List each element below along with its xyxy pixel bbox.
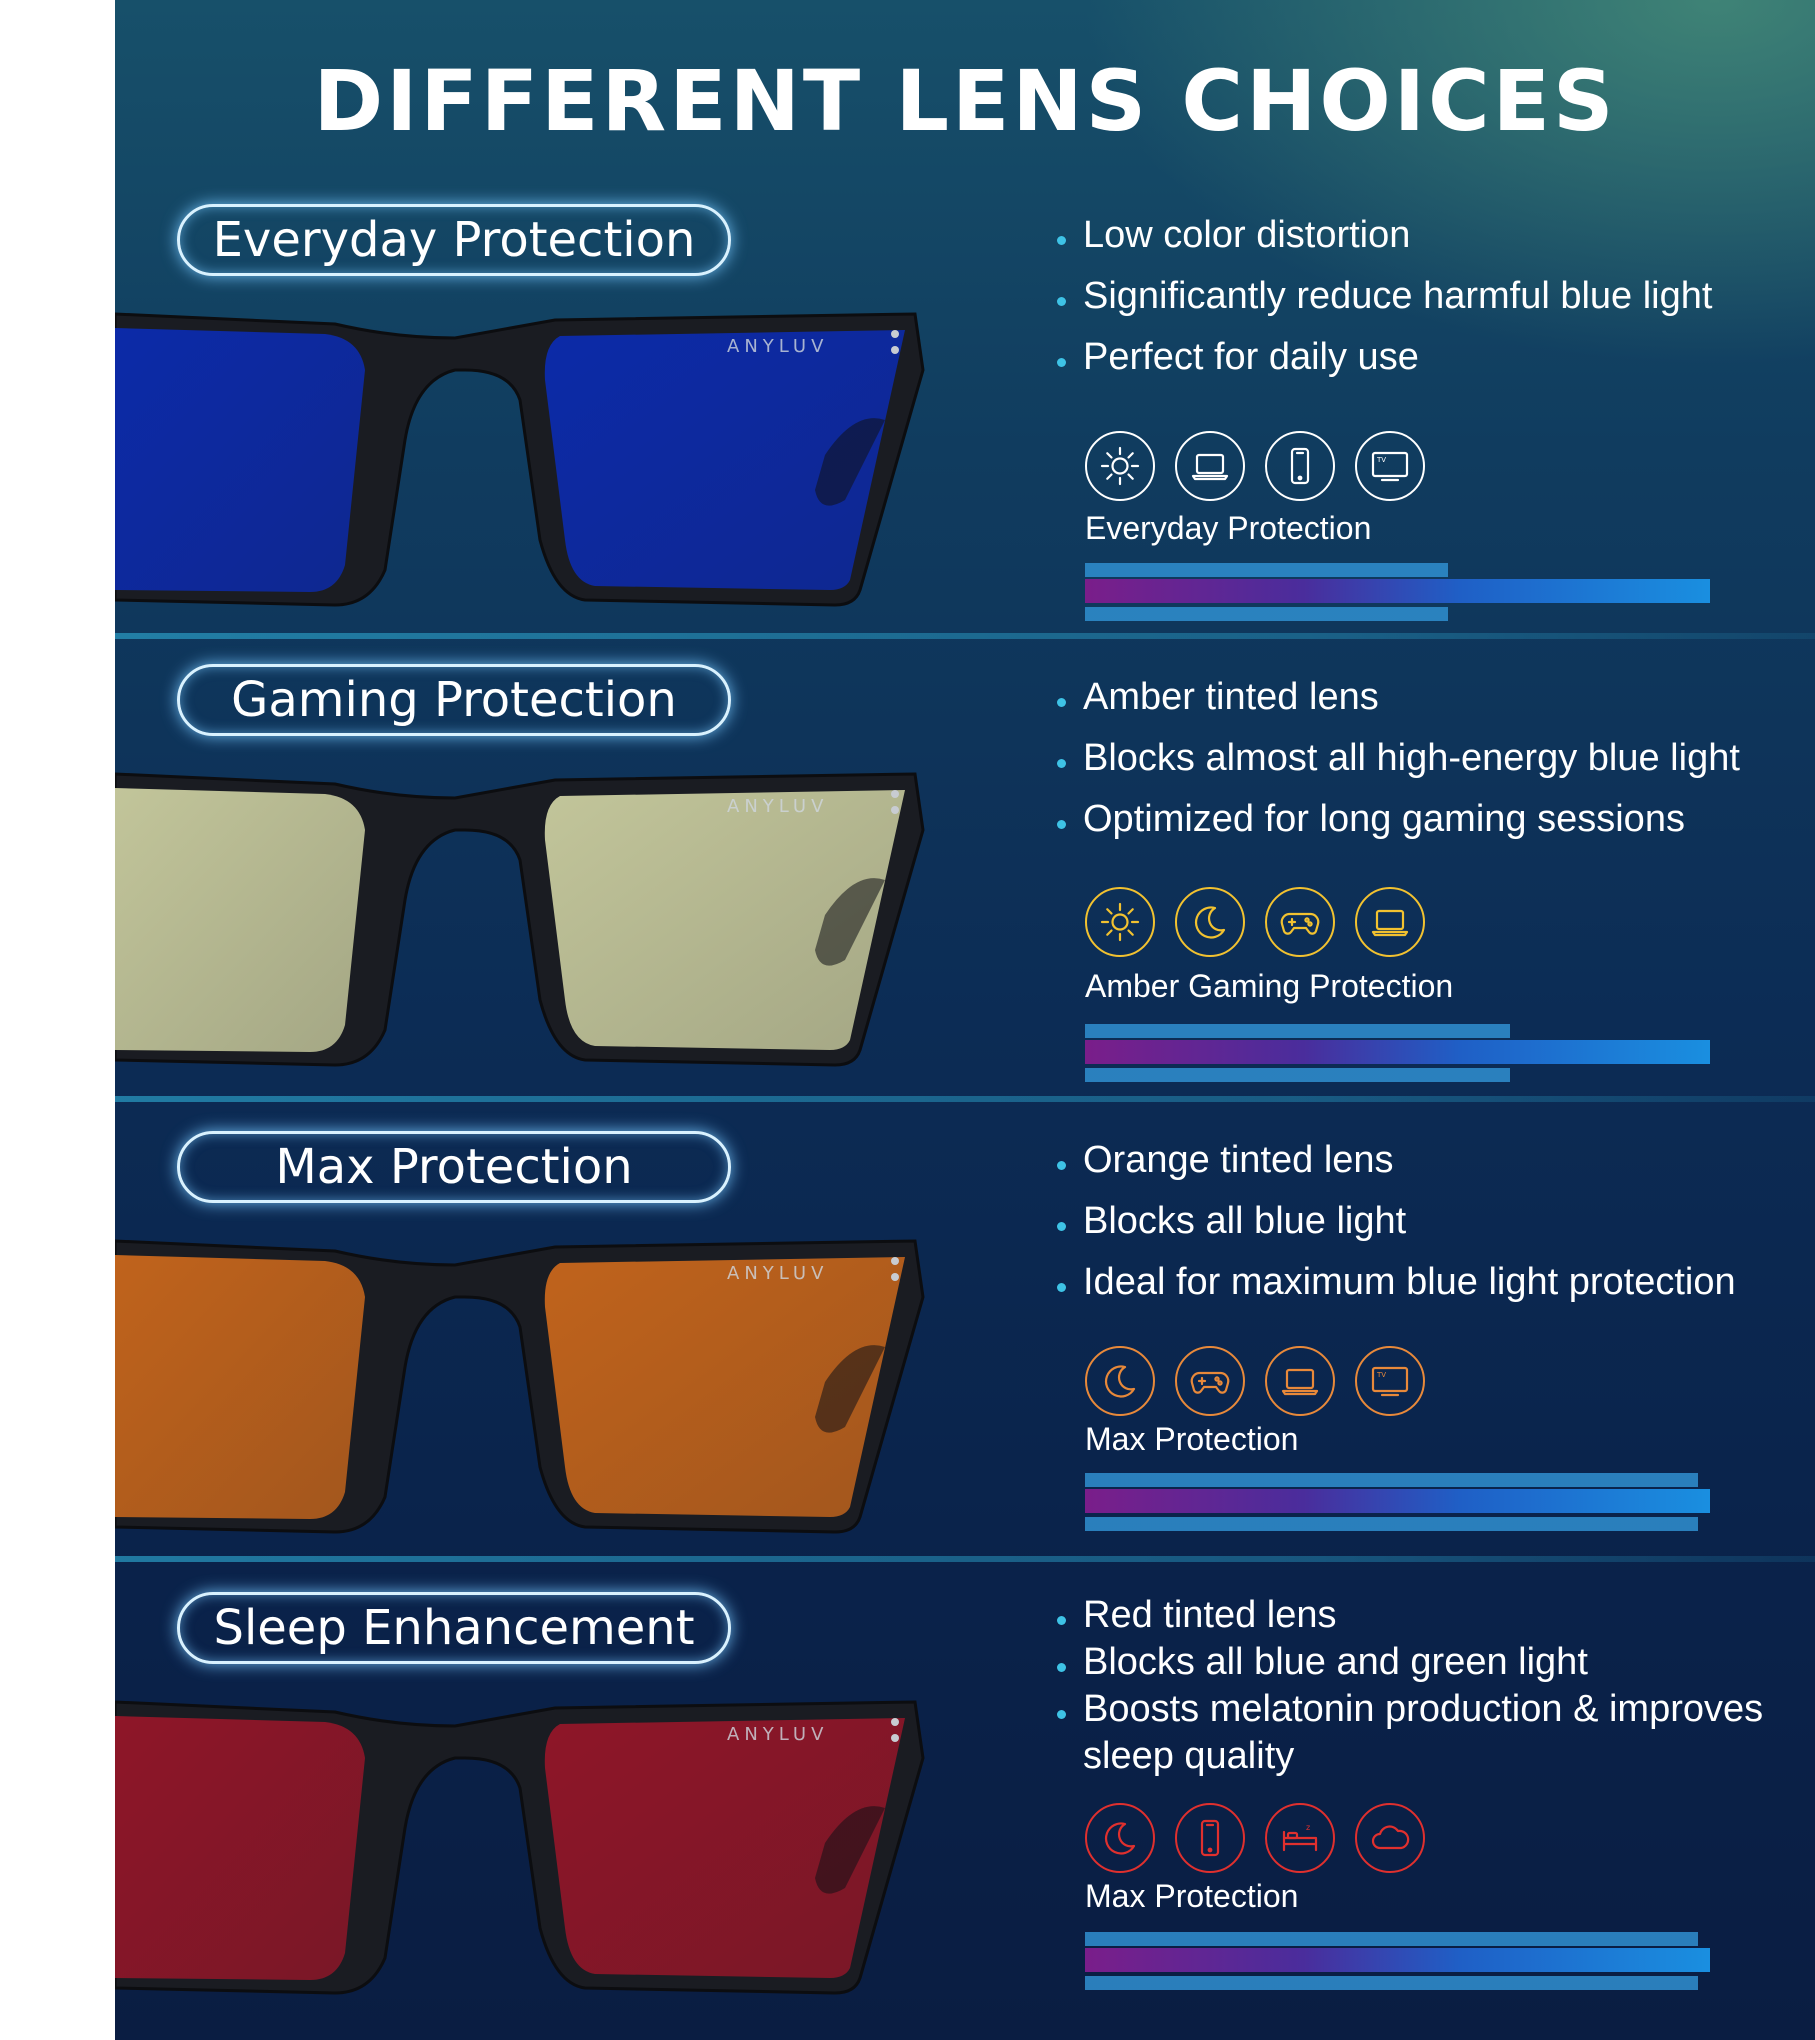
feature-list: Red tinted lens Blocks all blue and gree…	[1055, 1594, 1763, 1778]
glasses-image: ANYLUV	[115, 1227, 935, 1557]
svg-text:z: z	[1306, 1823, 1310, 1832]
section-divider	[115, 1556, 1815, 1562]
feature-list: Amber tinted lens Blocks almost all high…	[1055, 676, 1740, 841]
feature-list: Low color distortion Significantly reduc…	[1055, 214, 1712, 379]
feature-list: Orange tinted lens Blocks all blue light…	[1055, 1139, 1736, 1304]
protection-level-label: Max Protection	[1085, 1878, 1299, 1914]
sun-icon	[1085, 887, 1155, 957]
infographic-panel: DIFFERENT LENS CHOICES Everyday Protecti…	[115, 0, 1815, 2040]
moon-icon	[1175, 887, 1245, 957]
phone-icon	[1265, 431, 1335, 501]
usage-icons: z	[1085, 1803, 1425, 1873]
protection-level-bar	[1085, 1932, 1710, 1990]
section-title-pill: Max Protection	[177, 1131, 731, 1203]
laptop-icon	[1265, 1346, 1335, 1416]
feature-item: Blocks almost all high-energy blue light	[1055, 737, 1740, 780]
gamepad-icon	[1175, 1346, 1245, 1416]
brand-logo-text: ANYLUV	[727, 796, 828, 817]
protection-level-fill	[1085, 579, 1710, 603]
protection-level-bar	[1085, 563, 1710, 621]
feature-item: Significantly reduce harmful blue light	[1055, 275, 1712, 318]
feature-item-continued: sleep quality	[1083, 1735, 1295, 1777]
feature-item: Orange tinted lens	[1055, 1139, 1736, 1182]
gamepad-icon	[1265, 887, 1335, 957]
brand-logo-text: ANYLUV	[727, 1263, 828, 1284]
brand-logo-text: ANYLUV	[727, 336, 828, 357]
sun-icon	[1085, 431, 1155, 501]
feature-item: Perfect for daily use	[1055, 336, 1712, 379]
glasses-image: ANYLUV	[115, 760, 935, 1090]
protection-level-fill	[1085, 1489, 1710, 1513]
protection-level-fill	[1085, 1040, 1710, 1064]
glasses-image: ANYLUV	[115, 1688, 935, 2018]
protection-level-label: Max Protection	[1085, 1421, 1299, 1457]
section-divider	[115, 1096, 1815, 1102]
svg-text:TV: TV	[1376, 1371, 1386, 1379]
feature-item: Amber tinted lens	[1055, 676, 1740, 719]
section-title-pill: Gaming Protection	[177, 664, 731, 736]
feature-item: Low color distortion	[1055, 214, 1712, 257]
svg-text:TV: TV	[1376, 456, 1386, 464]
protection-level-bar	[1085, 1473, 1710, 1531]
protection-level-bar	[1085, 1024, 1710, 1082]
phone-icon	[1175, 1803, 1245, 1873]
tv-icon: TV	[1355, 1346, 1425, 1416]
feature-item: Optimized for long gaming sessions	[1055, 798, 1740, 841]
feature-item: Red tinted lens	[1055, 1594, 1763, 1637]
section-divider	[115, 633, 1815, 639]
protection-level-fill	[1085, 1948, 1710, 1972]
cloud-icon	[1355, 1803, 1425, 1873]
moon-icon	[1085, 1803, 1155, 1873]
bed-icon: z	[1265, 1803, 1335, 1873]
laptop-icon	[1355, 887, 1425, 957]
usage-icons: TV	[1085, 431, 1425, 501]
moon-icon	[1085, 1346, 1155, 1416]
brand-logo-text: ANYLUV	[727, 1724, 828, 1745]
laptop-icon	[1175, 431, 1245, 501]
feature-item: Blocks all blue light	[1055, 1200, 1736, 1243]
section-title-pill: Sleep Enhancement	[177, 1592, 731, 1664]
usage-icons	[1085, 887, 1425, 957]
feature-item: Blocks all blue and green light	[1055, 1641, 1763, 1684]
protection-level-label: Amber Gaming Protection	[1085, 968, 1454, 1004]
feature-item: Ideal for maximum blue light protection	[1055, 1261, 1736, 1304]
protection-level-label: Everyday Protection	[1085, 510, 1372, 546]
feature-item: Boosts melatonin production & improves	[1055, 1688, 1763, 1731]
glasses-image: ANYLUV	[115, 300, 935, 630]
usage-icons: TV	[1085, 1346, 1425, 1416]
page-title: DIFFERENT LENS CHOICES	[313, 52, 1617, 150]
tv-icon: TV	[1355, 431, 1425, 501]
section-title-pill: Everyday Protection	[177, 204, 731, 276]
